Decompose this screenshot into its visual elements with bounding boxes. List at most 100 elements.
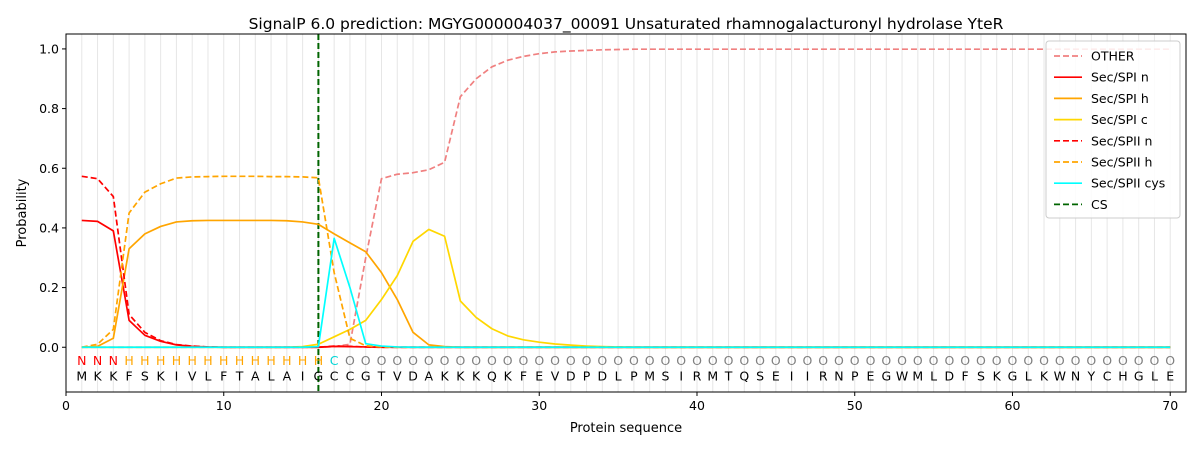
- series-line-sec-spii-h: [81, 175, 1171, 349]
- state-label-56: O: [944, 353, 954, 368]
- residue-label-39: I: [679, 368, 683, 383]
- state-label-14: H: [282, 353, 291, 368]
- state-label-22: O: [408, 353, 418, 368]
- residue-label-1: M: [76, 368, 87, 383]
- state-label-69: O: [1150, 353, 1160, 368]
- residue-label-12: A: [251, 368, 260, 383]
- residue-label-43: Q: [739, 368, 749, 383]
- x-tick-label-70: 70: [1162, 398, 1178, 413]
- residue-label-34: D: [598, 368, 608, 383]
- residue-label-41: M: [707, 368, 718, 383]
- residue-label-59: K: [993, 368, 1002, 383]
- residue-label-15: I: [301, 368, 305, 383]
- legend-label-sec-spi-n: Sec/SPI n: [1091, 70, 1149, 85]
- legend-label-sec-spi-h: Sec/SPI h: [1091, 91, 1149, 106]
- residue-label-46: I: [790, 368, 794, 383]
- legend-label-cs: CS: [1091, 197, 1108, 212]
- residue-label-48: R: [819, 368, 828, 383]
- residue-label-61: L: [1025, 368, 1032, 383]
- x-axis-label: Protein sequence: [570, 421, 682, 436]
- state-label-36: O: [629, 353, 639, 368]
- state-label-26: O: [471, 353, 481, 368]
- residue-label-67: H: [1118, 368, 1127, 383]
- residue-label-70: E: [1166, 368, 1174, 383]
- state-label-45: O: [771, 353, 781, 368]
- state-label-9: H: [203, 353, 212, 368]
- state-label-68: O: [1134, 353, 1144, 368]
- state-label-59: O: [992, 353, 1002, 368]
- state-label-5: H: [140, 353, 149, 368]
- series-line-sec-spi-c: [81, 228, 1171, 349]
- residue-label-19: G: [361, 368, 371, 383]
- residue-label-52: G: [881, 368, 891, 383]
- state-label-57: O: [960, 353, 970, 368]
- residue-label-7: I: [175, 368, 179, 383]
- residue-label-3: K: [109, 368, 118, 383]
- legend-box: [1045, 40, 1181, 219]
- state-label-27: O: [487, 353, 497, 368]
- sequence-labels: NMNKNKHFHSHKHIHVHLHFHTHAHLHAHIHGCCOCOGOT…: [76, 353, 1175, 383]
- residue-label-69: L: [1151, 368, 1158, 383]
- state-label-4: H: [124, 353, 133, 368]
- state-label-30: O: [534, 353, 544, 368]
- y-axis-ticks: 0.0 0.2 0.4 0.6 0.8 1.0: [39, 41, 66, 355]
- residue-label-53: W: [896, 368, 908, 383]
- residue-label-47: I: [806, 368, 810, 383]
- state-label-52: O: [881, 353, 891, 368]
- residue-label-14: A: [283, 368, 292, 383]
- residue-label-37: M: [644, 368, 655, 383]
- x-tick-label-50: 50: [847, 398, 863, 413]
- residue-label-36: P: [630, 368, 638, 383]
- residue-label-45: E: [772, 368, 780, 383]
- residue-label-65: Y: [1087, 368, 1096, 383]
- x-tick-label-60: 60: [1005, 398, 1021, 413]
- state-label-53: O: [897, 353, 907, 368]
- residue-label-13: L: [268, 368, 275, 383]
- state-label-49: O: [834, 353, 844, 368]
- legend-label-sec-spii-cys: Sec/SPII cys: [1091, 176, 1165, 191]
- state-label-28: O: [503, 353, 513, 368]
- series-lines: [81, 48, 1171, 349]
- residue-label-25: K: [456, 368, 465, 383]
- residue-label-31: V: [551, 368, 560, 383]
- residue-label-49: N: [834, 368, 843, 383]
- x-axis-ticks: 0 10 20 30 40 50 60 70: [62, 392, 1178, 413]
- state-label-66: O: [1102, 353, 1112, 368]
- state-label-55: O: [929, 353, 939, 368]
- residue-label-10: F: [220, 368, 227, 383]
- series-line-sec-spii-n: [81, 175, 1171, 349]
- residue-label-2: K: [93, 368, 102, 383]
- state-label-60: O: [1008, 353, 1018, 368]
- residue-label-40: R: [693, 368, 702, 383]
- state-label-50: O: [850, 353, 860, 368]
- residue-label-51: E: [867, 368, 875, 383]
- series-line-sec-spi-h: [81, 219, 1171, 349]
- state-label-13: H: [266, 353, 275, 368]
- residue-label-64: N: [1071, 368, 1080, 383]
- residue-label-33: P: [583, 368, 591, 383]
- state-label-64: O: [1071, 353, 1081, 368]
- plot-frame: [65, 33, 1187, 393]
- state-label-34: O: [597, 353, 607, 368]
- residue-label-35: L: [615, 368, 622, 383]
- state-label-35: O: [613, 353, 623, 368]
- state-label-65: O: [1086, 353, 1096, 368]
- residue-label-57: F: [962, 368, 969, 383]
- state-label-42: O: [724, 353, 734, 368]
- legend-label-sec-spii-n: Sec/SPII n: [1091, 133, 1152, 148]
- residue-label-60: G: [1008, 368, 1018, 383]
- state-label-12: H: [251, 353, 260, 368]
- vertical-gridlines: [81, 34, 1171, 392]
- y-tick-label-3: 0.6: [39, 161, 59, 176]
- residue-label-27: Q: [487, 368, 497, 383]
- series-line-sec-spi-n: [81, 219, 1171, 349]
- state-label-41: O: [708, 353, 718, 368]
- y-axis-label: Probability: [15, 178, 30, 247]
- series-line-other: [81, 48, 1171, 349]
- state-label-15: H: [298, 353, 307, 368]
- state-label-1: N: [77, 353, 86, 368]
- residue-label-58: S: [977, 368, 985, 383]
- state-label-51: O: [866, 353, 876, 368]
- state-label-10: H: [219, 353, 228, 368]
